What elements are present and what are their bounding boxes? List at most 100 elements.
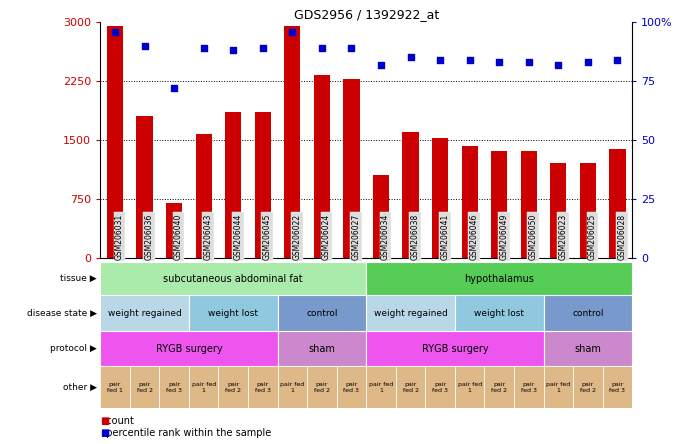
Text: ■: ■ [100, 428, 109, 438]
Text: pair
fed 2: pair fed 2 [225, 382, 241, 393]
Point [464, 56, 475, 63]
Bar [314, 75, 330, 258]
Text: other ▶: other ▶ [63, 383, 97, 392]
Text: GSM206041: GSM206041 [440, 214, 449, 260]
Bar [284, 26, 301, 258]
Text: RYGB surgery: RYGB surgery [155, 344, 223, 353]
Text: GSM206022: GSM206022 [292, 214, 301, 260]
Bar [189, 366, 218, 408]
Text: pair fed
1: pair fed 1 [457, 382, 482, 393]
Bar [402, 132, 419, 258]
Bar [130, 366, 160, 408]
Text: control: control [306, 309, 338, 317]
Point [435, 56, 446, 63]
Text: control: control [572, 309, 604, 317]
Text: GSM206028: GSM206028 [618, 214, 627, 260]
Point [553, 61, 564, 68]
Text: GSM206034: GSM206034 [381, 214, 390, 260]
Text: GSM206027: GSM206027 [352, 214, 361, 260]
Text: pair fed
1: pair fed 1 [281, 382, 305, 393]
Text: GSM206049: GSM206049 [499, 214, 509, 260]
Text: sham: sham [308, 344, 335, 353]
Text: GSM206023: GSM206023 [558, 214, 567, 260]
Point [227, 47, 239, 54]
Text: pair
fed 3: pair fed 3 [521, 382, 537, 393]
Point [139, 42, 150, 49]
Bar [455, 366, 484, 408]
Text: pair
fed 2: pair fed 2 [137, 382, 153, 393]
Text: pair
fed 2: pair fed 2 [580, 382, 596, 393]
Text: pair
fed 3: pair fed 3 [166, 382, 182, 393]
Text: protocol ▶: protocol ▶ [50, 344, 97, 353]
Bar [136, 116, 153, 258]
Text: pair
fed 3: pair fed 3 [343, 382, 359, 393]
Point [198, 44, 209, 52]
Bar [455, 295, 544, 331]
Bar [609, 149, 625, 258]
Bar [521, 151, 537, 258]
Bar [107, 26, 123, 258]
Bar [278, 295, 366, 331]
Text: count: count [100, 416, 134, 426]
Text: subcutaneous abdominal fat: subcutaneous abdominal fat [163, 274, 303, 284]
Bar [255, 112, 271, 258]
Bar [100, 331, 278, 366]
Text: pair fed
1: pair fed 1 [369, 382, 393, 393]
Text: pair
fed 2: pair fed 2 [491, 382, 507, 393]
Point [493, 59, 504, 66]
Point [316, 44, 328, 52]
Bar [278, 331, 366, 366]
Text: GSM206024: GSM206024 [322, 214, 331, 260]
Bar [189, 295, 278, 331]
Text: hypothalamus: hypothalamus [464, 274, 534, 284]
Text: ■: ■ [100, 416, 109, 426]
Bar [366, 366, 396, 408]
Bar [366, 295, 455, 331]
Text: pair
fed 3: pair fed 3 [255, 382, 271, 393]
Text: pair
fed 2: pair fed 2 [403, 382, 419, 393]
Bar [373, 175, 389, 258]
Point [346, 44, 357, 52]
Text: GSM206043: GSM206043 [204, 214, 213, 260]
Text: pair fed
1: pair fed 1 [547, 382, 571, 393]
Text: pair
fed 3: pair fed 3 [432, 382, 448, 393]
Bar [603, 366, 632, 408]
Bar [550, 163, 567, 258]
Text: weight regained: weight regained [108, 309, 182, 317]
Point [583, 59, 594, 66]
Bar [396, 366, 426, 408]
Text: GSM206025: GSM206025 [588, 214, 597, 260]
Bar [160, 366, 189, 408]
Title: GDS2956 / 1392922_at: GDS2956 / 1392922_at [294, 8, 439, 21]
Bar [426, 366, 455, 408]
Text: pair
fed 2: pair fed 2 [314, 382, 330, 393]
Text: weight lost: weight lost [208, 309, 258, 317]
Bar [432, 138, 448, 258]
Bar [544, 366, 573, 408]
Bar [100, 366, 130, 408]
Text: GSM206044: GSM206044 [233, 214, 243, 260]
Point [523, 59, 534, 66]
Text: pair fed
1: pair fed 1 [191, 382, 216, 393]
Text: pair
fed 3: pair fed 3 [609, 382, 625, 393]
Bar [100, 262, 366, 295]
Text: GSM206036: GSM206036 [144, 214, 153, 260]
Point [375, 61, 386, 68]
Text: sham: sham [574, 344, 601, 353]
Bar [544, 331, 632, 366]
Bar [544, 295, 632, 331]
Bar [343, 79, 359, 258]
Bar [218, 366, 248, 408]
Point [405, 54, 416, 61]
Bar [248, 366, 278, 408]
Bar [366, 262, 632, 295]
Text: GSM206038: GSM206038 [410, 214, 419, 260]
Bar [484, 366, 514, 408]
Bar [580, 163, 596, 258]
Bar [196, 135, 211, 258]
Text: GSM206031: GSM206031 [115, 214, 124, 260]
Text: weight regained: weight regained [374, 309, 448, 317]
Text: percentile rank within the sample: percentile rank within the sample [100, 428, 272, 438]
Text: tissue ▶: tissue ▶ [60, 274, 97, 283]
Bar [278, 366, 307, 408]
